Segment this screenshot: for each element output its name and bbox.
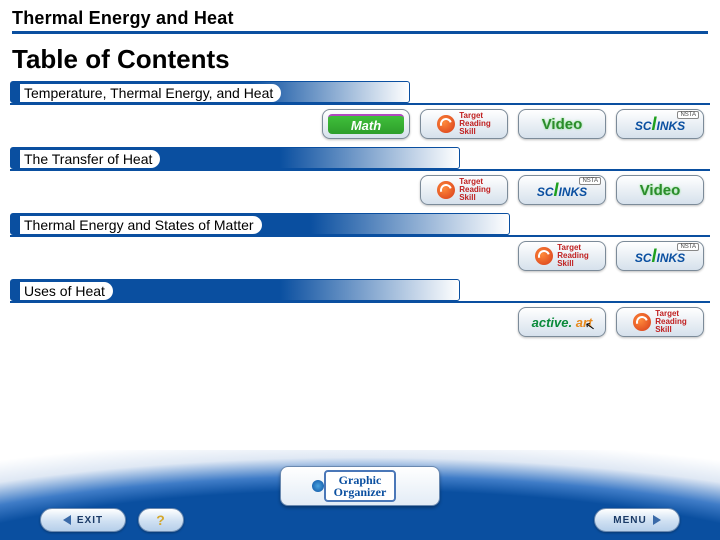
menu-button[interactable]: MENU	[594, 508, 680, 532]
target-reading-skill-button[interactable]: TargetReadingSkill	[420, 175, 508, 205]
nsta-badge: NSTA	[677, 243, 699, 251]
toc-section-label: Thermal Energy and States of Matter	[20, 216, 262, 234]
scilinks-button[interactable]: SClINKSNSTA	[518, 175, 606, 205]
video-button[interactable]: Video	[616, 175, 704, 205]
math-label: Math	[328, 114, 404, 134]
toc-bar-underline	[10, 169, 710, 171]
target-icon	[633, 313, 651, 331]
page-title: Table of Contents	[12, 44, 708, 75]
toc-section-bar[interactable]: The Transfer of Heat	[10, 147, 710, 171]
toc-row: Uses of Heat active. art↖ TargetReadingSki…	[10, 279, 710, 343]
toc-section-label: Uses of Heat	[20, 282, 113, 300]
target-reading-skill-button[interactable]: TargetReadingSkill	[420, 109, 508, 139]
toc-content: Temperature, Thermal Energy, and Heat Mat…	[0, 81, 720, 343]
trs-label: TargetReadingSkill	[655, 310, 687, 334]
video-label: Video	[640, 182, 681, 199]
scilinks-button[interactable]: SClINKSNSTA	[616, 109, 704, 139]
toc-section-bar[interactable]: Temperature, Thermal Energy, and Heat	[10, 81, 710, 105]
target-icon	[535, 247, 553, 265]
graphic-organizer-button[interactable]: Graphic Organizer	[280, 466, 440, 506]
menu-label: MENU	[613, 515, 646, 526]
toc-bar-underline	[10, 235, 710, 237]
graphic-organizer-label: Graphic Organizer	[324, 470, 397, 502]
active-art-button[interactable]: active. art↖	[518, 307, 606, 337]
chapter-title: Thermal Energy and Heat	[12, 8, 708, 34]
toc-bar-underline	[10, 103, 710, 105]
toc-section-bar[interactable]: Thermal Energy and States of Matter	[10, 213, 710, 237]
resource-button-row: TargetReadingSkill SClINKSNSTA	[10, 237, 710, 277]
resource-button-row: TargetReadingSkill SClINKSNSTA Video	[10, 171, 710, 211]
math-button[interactable]: Math	[322, 109, 410, 139]
target-reading-skill-button[interactable]: TargetReadingSkill	[518, 241, 606, 271]
toc-row: Thermal Energy and States of Matter Targe…	[10, 213, 710, 277]
toc-section-label: Temperature, Thermal Energy, and Heat	[20, 84, 281, 102]
nsta-badge: NSTA	[579, 177, 601, 185]
resource-button-row: active. art↖ TargetReadingSkill	[10, 303, 710, 343]
toc-row: Temperature, Thermal Energy, and Heat Mat…	[10, 81, 710, 145]
exit-button[interactable]: EXIT	[40, 508, 126, 532]
exit-label: EXIT	[77, 515, 103, 526]
graphic-organizer-line2: Organizer	[334, 486, 387, 498]
trs-label: TargetReadingSkill	[459, 178, 491, 202]
toc-section-label: The Transfer of Heat	[20, 150, 160, 168]
help-button[interactable]: ?	[138, 508, 184, 532]
toc-bar-underline	[10, 301, 710, 303]
video-button[interactable]: Video	[518, 109, 606, 139]
target-reading-skill-button[interactable]: TargetReadingSkill	[616, 307, 704, 337]
trs-label: TargetReadingSkill	[459, 112, 491, 136]
cursor-icon: ↖	[584, 318, 596, 334]
help-icon: ?	[156, 512, 166, 528]
toc-section-bar[interactable]: Uses of Heat	[10, 279, 710, 303]
trs-label: TargetReadingSkill	[557, 244, 589, 268]
footer: Graphic Organizer EXIT ? MENU	[0, 450, 720, 540]
toc-row: The Transfer of Heat TargetReadingSkill SC…	[10, 147, 710, 211]
menu-arrow-icon	[653, 515, 661, 525]
exit-arrow-icon	[63, 515, 71, 525]
resource-button-row: Math TargetReadingSkill Video SClINKSNSTA	[10, 105, 710, 145]
scilinks-button[interactable]: SClINKSNSTA	[616, 241, 704, 271]
nsta-badge: NSTA	[677, 111, 699, 119]
video-label: Video	[542, 116, 583, 133]
target-icon	[437, 115, 455, 133]
target-icon	[437, 181, 455, 199]
